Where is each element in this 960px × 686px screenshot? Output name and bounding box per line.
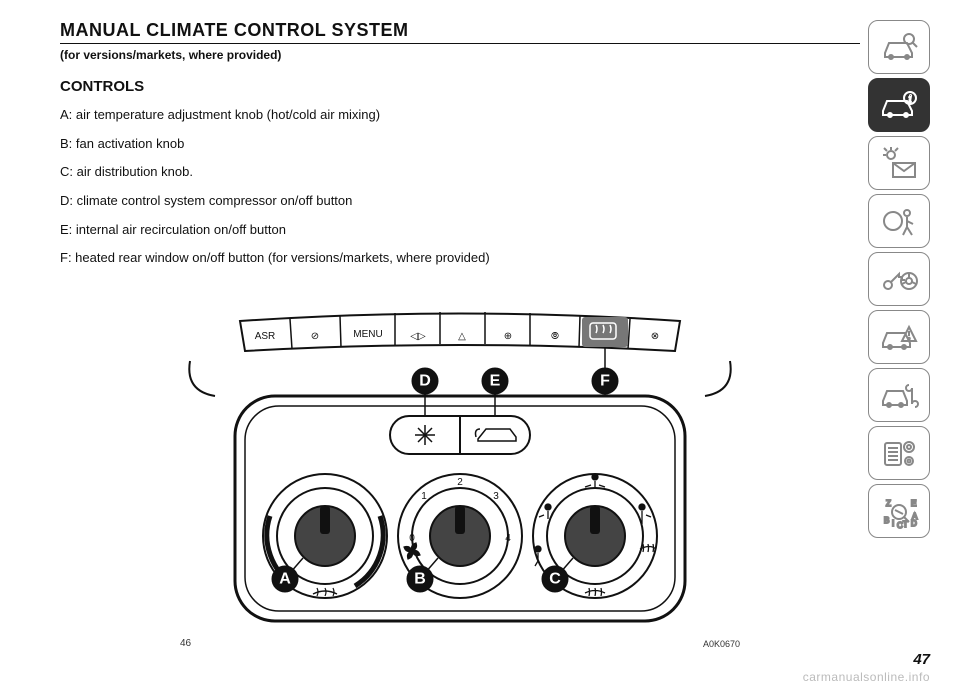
svg-text:I: I xyxy=(892,519,894,528)
watermark-text: carmanualsonline.info xyxy=(803,670,930,684)
svg-text:⊗: ⊗ xyxy=(651,331,659,342)
control-f: F: heated rear window on/off button (for… xyxy=(60,246,860,271)
svg-text:ASR: ASR xyxy=(255,331,276,342)
control-a: A: air temperature adjustment knob (hot/… xyxy=(60,103,860,128)
figure-code: A0K0670 xyxy=(703,639,740,649)
svg-text:3: 3 xyxy=(493,491,499,502)
svg-text:⦾: ⦾ xyxy=(551,331,559,342)
label-b: B xyxy=(414,571,426,588)
label-a: A xyxy=(279,571,291,588)
svg-text:i: i xyxy=(909,94,912,105)
nav-car-wrench-icon[interactable] xyxy=(868,368,930,422)
svg-text:Z: Z xyxy=(886,499,891,508)
svg-text:0: 0 xyxy=(409,533,415,544)
nav-airbag-icon[interactable] xyxy=(868,194,930,248)
nav-index-icon[interactable]: ZEBAICTD xyxy=(868,484,930,538)
control-d: D: climate control system compressor on/… xyxy=(60,189,860,214)
nav-car-magnify-icon[interactable] xyxy=(868,20,930,74)
label-f: F xyxy=(600,373,610,390)
svg-text:◁▷: ◁▷ xyxy=(410,331,426,342)
page-title: MANUAL CLIMATE CONTROL SYSTEM xyxy=(60,20,860,41)
svg-text:1: 1 xyxy=(421,491,427,502)
svg-text:E: E xyxy=(911,499,916,508)
page-number: 47 xyxy=(913,651,930,668)
controls-list: A: air temperature adjustment knob (hot/… xyxy=(60,103,860,271)
climate-panel-svg: ASR ⊘ MENU ◁▷ △ ⊕ ⦾ ⊗ xyxy=(180,301,740,631)
nav-key-wheel-icon[interactable] xyxy=(868,252,930,306)
section-heading: CONTROLS xyxy=(60,78,860,95)
nav-light-envelope-icon[interactable] xyxy=(868,136,930,190)
control-c: C: air distribution knob. xyxy=(60,160,860,185)
climate-control-figure: ASR ⊘ MENU ◁▷ △ ⊕ ⦾ ⊗ xyxy=(180,301,740,631)
svg-text:D: D xyxy=(911,519,917,528)
label-e: E xyxy=(490,373,501,390)
nav-clipboard-gear-icon[interactable] xyxy=(868,426,930,480)
figure-number: 46 xyxy=(180,638,191,649)
label-c: C xyxy=(549,571,561,588)
nav-car-warning-icon[interactable] xyxy=(868,310,930,364)
control-e: E: internal air recirculation on/off but… xyxy=(60,218,860,243)
svg-text:B: B xyxy=(884,516,889,525)
label-d: D xyxy=(419,373,431,390)
svg-text:⊕: ⊕ xyxy=(504,331,512,342)
nav-car-info-icon[interactable]: i xyxy=(868,78,930,132)
sidebar-icon-rail: i ZEBAICTD xyxy=(868,20,930,538)
svg-text:4: 4 xyxy=(505,533,511,544)
svg-text:△: △ xyxy=(458,331,466,342)
svg-text:⊘: ⊘ xyxy=(311,331,319,342)
svg-text:2: 2 xyxy=(457,477,463,488)
svg-text:MENU: MENU xyxy=(353,329,382,340)
control-b: B: fan activation knob xyxy=(60,132,860,157)
title-rule xyxy=(60,43,860,44)
page-subtitle: (for versions/markets, where provided) xyxy=(60,48,860,62)
